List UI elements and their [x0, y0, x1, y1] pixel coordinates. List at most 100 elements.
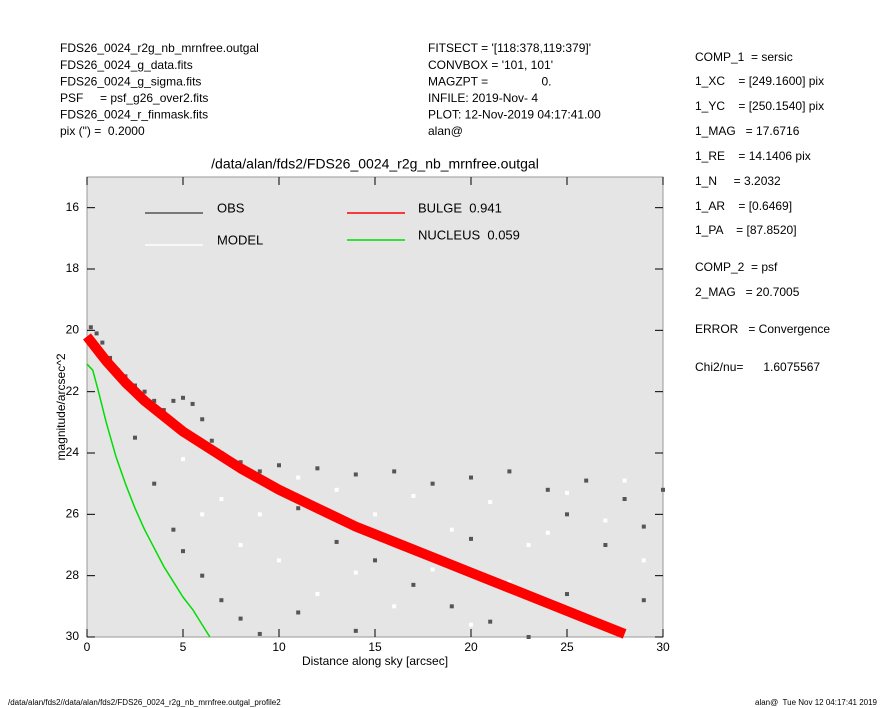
chart-title: /data/alan/fds2/FDS26_0024_r2g_nb_mrnfre… — [211, 156, 539, 172]
header-middle-line: INFILE: 2019-Nov- 4 — [428, 91, 538, 105]
header-left-line: FDS26_0024_g_data.fits — [60, 58, 193, 72]
data-point — [88, 325, 93, 330]
parameter-line: Chi2/nu= 1.6075567 — [695, 360, 820, 374]
data-point — [94, 331, 99, 336]
data-point — [469, 622, 473, 627]
data-point — [200, 573, 205, 578]
header-left-line: PSF = psf_g26_over2.fits — [60, 91, 208, 105]
data-point — [430, 567, 435, 572]
data-point — [315, 592, 320, 597]
parameter-line: COMP_2 = psf — [695, 260, 778, 274]
data-point — [373, 558, 377, 563]
data-point — [469, 475, 473, 480]
header-left-line: FDS26_0024_r_finmask.fits — [60, 108, 208, 122]
x-tick-label: 5 — [180, 640, 187, 654]
data-point — [296, 610, 301, 615]
data-point — [449, 527, 454, 532]
data-point — [565, 512, 569, 517]
data-point — [219, 598, 224, 603]
data-point — [565, 592, 569, 597]
data-point — [584, 478, 589, 483]
data-point — [641, 524, 646, 529]
parameter-line: 1_YC = [250.1540] pix — [695, 99, 824, 113]
data-point — [296, 475, 301, 480]
header-middle-line: MAGZPT = 0. — [428, 74, 551, 88]
header-left-line: pix (") = 0.2000 — [60, 124, 145, 138]
data-point — [238, 460, 243, 465]
data-point — [469, 536, 473, 541]
data-point — [661, 487, 665, 492]
parameter-line: 1_XC = [249.1600] pix — [695, 74, 824, 88]
footer-left: /data/alan/fds2//data/alan/fds2/FDS26_00… — [8, 698, 281, 707]
parameter-line: 1_PA = [87.8520] — [695, 223, 797, 237]
header-left-line: FDS26_0024_g_sigma.fits — [60, 74, 201, 88]
plot-area — [86, 176, 664, 638]
legend-label: OBS — [217, 200, 245, 215]
profile-line — [83, 333, 627, 639]
data-point — [181, 395, 185, 400]
footer-right: alan@ Tue Nov 12 04:17:41 2019 — [755, 698, 878, 707]
data-point — [392, 604, 397, 609]
data-point — [353, 570, 358, 575]
y-tick-label: 26 — [66, 507, 80, 521]
data-point — [238, 616, 243, 621]
data-point — [488, 500, 493, 505]
y-tick-label: 28 — [66, 568, 80, 582]
data-point — [133, 435, 137, 440]
y-tick-label: 20 — [66, 323, 80, 337]
data-point — [238, 543, 243, 547]
header-middle-line: PLOT: 12-Nov-2019 04:17:41.00 — [428, 108, 601, 122]
data-point — [603, 518, 608, 523]
parameter-line: COMP_1 = sersic — [695, 50, 793, 64]
data-point — [219, 497, 224, 501]
header-middle-line: alan@ — [428, 124, 463, 138]
data-point — [565, 490, 569, 495]
y-axis-label: magnitude/arcsec^2 — [54, 353, 68, 460]
data-point — [209, 438, 214, 443]
parameter-line: ERROR = Convergence — [695, 322, 830, 336]
data-point — [152, 481, 157, 486]
parameter-line: 1_N = 3.2032 — [695, 174, 781, 188]
y-tick-label: 22 — [66, 384, 80, 398]
legend-label: MODEL — [217, 232, 263, 247]
data-point — [488, 619, 493, 624]
header-middle-line: FITSECT = '[118:378,119:379]' — [428, 41, 591, 55]
data-point — [430, 481, 435, 486]
data-point — [507, 579, 512, 584]
data-point — [181, 457, 185, 462]
parameter-line: 1_AR = [0.6469] — [695, 199, 792, 213]
data-point — [100, 340, 105, 345]
data-point — [334, 539, 339, 544]
x-tick-label: 25 — [560, 640, 574, 654]
data-point — [353, 628, 358, 633]
data-point — [257, 469, 262, 474]
data-point — [392, 469, 397, 474]
data-point — [181, 549, 185, 554]
data-point — [200, 417, 205, 422]
x-tick-label: 15 — [368, 640, 382, 654]
data-point — [411, 582, 416, 587]
data-point — [190, 401, 195, 406]
legend-label: NUCLEUS 0.059 — [418, 227, 520, 242]
x-axis-label: Distance along sky [arcsec] — [302, 654, 448, 668]
data-point — [411, 493, 416, 498]
x-tick-label: 10 — [272, 640, 286, 654]
legend-label: BULGE 0.941 — [418, 200, 502, 215]
data-point — [622, 497, 627, 501]
header-middle-line: CONVBOX = '101, 101' — [428, 58, 553, 72]
x-tick-label: 20 — [464, 640, 478, 654]
data-point — [296, 506, 301, 511]
header-left-line: FDS26_0024_r2g_nb_mrnfree.outgal — [60, 41, 259, 55]
data-point — [315, 466, 320, 471]
data-point — [641, 558, 646, 563]
x-tick-label: 0 — [84, 640, 91, 654]
data-point — [152, 398, 157, 403]
data-point — [622, 478, 627, 483]
parameter-line: 1_MAG = 17.6716 — [695, 124, 800, 138]
data-point — [545, 530, 550, 535]
data-point — [449, 604, 454, 609]
data-point — [142, 389, 147, 394]
y-tick-label: 24 — [66, 445, 80, 459]
data-point — [277, 558, 281, 563]
